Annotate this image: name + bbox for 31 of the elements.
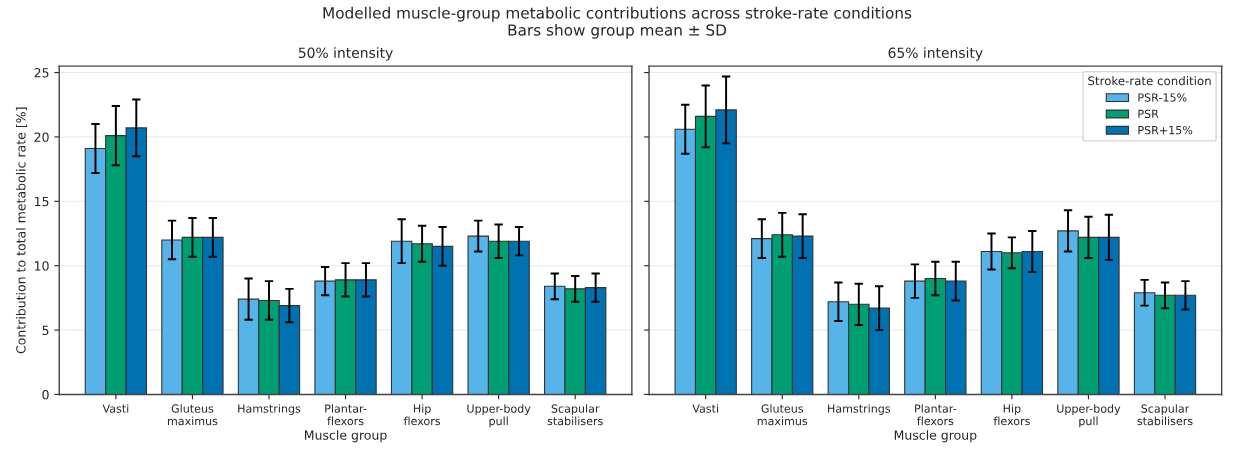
- x-tick-label: Hamstrings: [238, 404, 301, 415]
- legend-label: PSR: [1138, 109, 1159, 119]
- x-tick-label: Plantar- flexors: [915, 404, 957, 426]
- x-tick-label: Hip flexors: [993, 404, 1030, 426]
- x-tick-label: Scapular stabilisers: [547, 404, 603, 426]
- y-tick-label: 25: [34, 68, 49, 78]
- y-tick-label: 5: [42, 325, 49, 335]
- legend-label: PSR+15%: [1138, 125, 1193, 135]
- x-tick-label: Hamstrings: [828, 404, 891, 415]
- text: Bars show group mean ± SD: [508, 23, 726, 39]
- x-tick-label: Vasti: [102, 404, 129, 413]
- x-axis-title: Muscle group: [305, 430, 387, 443]
- x-tick-label: Upper-body pull: [1057, 404, 1121, 428]
- y-tick-label: 10: [34, 261, 49, 271]
- x-tick-label: Hip flexors: [403, 404, 441, 426]
- x-tick-label: Scapular stabilisers: [1137, 404, 1193, 426]
- x-tick-label: Plantar- flexors: [325, 404, 367, 426]
- y-tick-label: 20: [34, 132, 49, 142]
- y-tick-label: 0: [42, 389, 49, 400]
- chart-title: 65% intensity: [888, 47, 983, 61]
- legend-label: PSR-15%: [1138, 93, 1187, 102]
- x-tick-label: Gluteus maximus: [757, 404, 808, 426]
- y-axis-title: Contribution to total metabolic rate [%]: [15, 107, 28, 354]
- y-tick-label: 15: [34, 196, 49, 207]
- text: Modelled muscle-group metabolic contributions across stroke-rate conditions: [323, 6, 912, 22]
- x-tick-label: Gluteus maximus: [167, 404, 218, 426]
- x-tick-label: Upper-body pull: [467, 404, 531, 428]
- legend-title: Stroke-rate condition: [1088, 76, 1211, 86]
- x-tick-label: Vasti: [692, 404, 719, 413]
- chart-title: 50% intensity: [298, 47, 393, 61]
- x-axis-title: Muscle group: [894, 430, 977, 443]
